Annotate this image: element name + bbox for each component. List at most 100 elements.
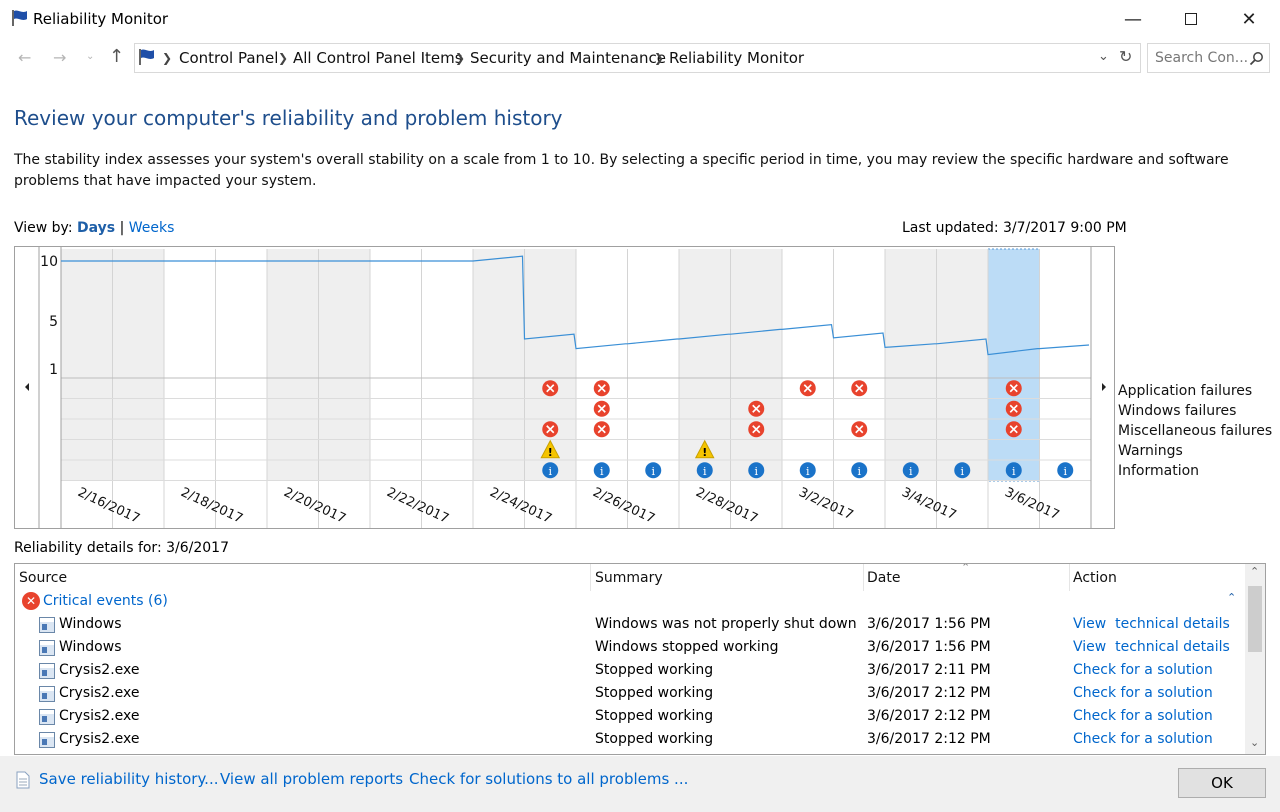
weekend-column <box>936 249 988 481</box>
details-label: Reliability details for: 3/6/2017 <box>14 540 229 556</box>
info-icon <box>542 462 559 479</box>
column-action[interactable]: Action <box>1073 570 1117 586</box>
view-by-bar: View by: Days | Weeks <box>14 220 174 236</box>
search-icon <box>1249 52 1263 66</box>
row-action-link[interactable]: Check for a solution <box>1073 662 1213 678</box>
footer-bar: Save reliability history... View all pro… <box>0 756 1280 812</box>
reliability-chart[interactable]: 10 5 1! i i i! i i i i i i i i 2/16/2017 2/18/2017 2/20/… <box>14 246 1115 529</box>
row-summary: Stopped working <box>595 685 714 701</box>
row-source: Crysis2.exe <box>59 662 140 678</box>
error-cross <box>597 425 606 434</box>
x-tick-label: 2/26/2017 <box>590 485 657 527</box>
table-row[interactable]: Crysis2.exe Stopped working 3/6/2017 2:1… <box>15 683 1245 706</box>
table-row[interactable]: Windows Windows stopped working 3/6/2017… <box>15 637 1245 660</box>
close-button[interactable]: ✕ <box>1220 0 1278 38</box>
scroll-down-icon[interactable]: ⌄ <box>1250 736 1260 749</box>
warning-mark: ! <box>702 446 707 459</box>
vertical-scrollbar[interactable]: ⌃ ⌄ <box>1245 564 1265 754</box>
view-problem-reports-link[interactable]: View all problem reports <box>220 770 404 788</box>
selected-day-column <box>987 248 1040 482</box>
maximize-button[interactable] <box>1162 0 1220 38</box>
search-input[interactable]: Search Con... <box>1155 50 1249 66</box>
legend-application-failures: Application failures <box>1118 383 1253 399</box>
reliability-chart-svg[interactable]: 10 5 1! i i i! i i i i i i i i 2/16/2017 2/18/2017 2/20/… <box>15 247 1116 530</box>
table-row[interactable]: Crysis2.exe Stopped working 3/6/2017 2:1… <box>15 660 1245 683</box>
check-solutions-link[interactable]: Check for solutions to all problems ... <box>409 770 689 788</box>
row-summary: Stopped working <box>595 708 714 724</box>
minimize-button[interactable]: — <box>1104 0 1162 38</box>
flag-icon <box>139 49 154 65</box>
breadcrumb-separator-icon: ❯ <box>654 51 665 65</box>
column-summary[interactable]: Summary <box>595 570 663 586</box>
forward-button[interactable]: → <box>53 48 66 67</box>
last-updated: Last updated: 3/7/2017 9:00 PM <box>902 220 1127 236</box>
view-separator: | <box>119 220 125 236</box>
save-history-link[interactable]: Save reliability history... <box>39 770 219 788</box>
error-cross <box>597 384 606 393</box>
row-source: Crysis2.exe <box>59 685 140 701</box>
info-mark: i <box>909 465 913 478</box>
row-source: Crysis2.exe <box>59 731 140 747</box>
table-row[interactable]: Crysis2.exe Stopped working 3/6/2017 2:1… <box>15 706 1245 729</box>
weekend-column <box>885 249 937 481</box>
address-dropdown-icon[interactable]: ⌄ <box>1098 49 1109 64</box>
row-action-link[interactable]: Check for a solution <box>1073 708 1213 724</box>
column-date[interactable]: Date <box>867 570 901 586</box>
group-critical-events[interactable]: ✕ Critical events (6) ⌃ <box>15 591 1245 614</box>
info-mark: i <box>703 465 707 478</box>
view-weeks-link[interactable]: Weeks <box>128 220 175 236</box>
x-tick-label: 3/2/2017 <box>796 485 855 523</box>
weekend-column <box>61 249 113 481</box>
row-action-link[interactable]: View technical details <box>1073 616 1230 632</box>
group-title[interactable]: Critical events (6) <box>43 593 168 609</box>
recent-locations-button[interactable]: ⌄ <box>86 51 94 62</box>
info-icon <box>1057 462 1074 479</box>
breadcrumb-security-maintenance[interactable]: Security and Maintenance <box>470 49 666 67</box>
report-icon <box>39 640 55 656</box>
breadcrumb-control-panel[interactable]: Control Panel <box>179 49 279 67</box>
search-box[interactable]: Search Con... <box>1147 43 1270 73</box>
chevron-down-icon: ⌄ <box>86 51 95 62</box>
ok-button[interactable]: OK <box>1178 768 1266 798</box>
y-tick-label: 10 <box>40 254 58 270</box>
row-source: Windows <box>59 639 122 655</box>
error-cross <box>546 425 555 434</box>
legend-information: Information <box>1118 463 1200 479</box>
info-icon <box>902 462 919 479</box>
scrollbar-thumb[interactable] <box>1248 586 1262 652</box>
y-tick-label: 1 <box>49 362 58 378</box>
collapse-group-icon[interactable]: ⌃ <box>1227 591 1237 604</box>
y-tick-label: 5 <box>49 314 58 330</box>
view-days-link[interactable]: Days <box>77 220 116 236</box>
row-date: 3/6/2017 1:56 PM <box>867 616 991 632</box>
refresh-icon[interactable]: ↻ <box>1119 47 1133 66</box>
row-action-link[interactable]: View technical details <box>1073 639 1230 655</box>
info-icon <box>645 462 662 479</box>
up-button[interactable]: ↑ <box>109 46 124 67</box>
page-heading: Review your computer's reliability and p… <box>14 106 563 130</box>
table-row[interactable]: Windows Windows was not properly shut do… <box>15 614 1245 637</box>
row-action-link[interactable]: Check for a solution <box>1073 731 1213 747</box>
info-mark: i <box>857 465 861 478</box>
forward-arrow-icon: → <box>53 48 67 67</box>
critical-error-icon: ✕ <box>22 592 40 610</box>
save-document-icon <box>16 771 30 789</box>
column-source[interactable]: Source <box>19 570 68 586</box>
info-mark: i <box>960 465 964 478</box>
scroll-left-icon[interactable] <box>25 383 29 391</box>
error-cross <box>855 384 864 393</box>
row-source: Crysis2.exe <box>59 708 140 724</box>
page-description: The stability index assesses your system… <box>14 152 1229 189</box>
scroll-up-icon[interactable]: ⌃ <box>1250 565 1260 578</box>
weekend-column <box>267 249 319 481</box>
x-tick-label: 2/18/2017 <box>178 485 245 527</box>
scroll-right-icon[interactable] <box>1102 383 1106 391</box>
weekend-column <box>730 249 782 481</box>
breadcrumb-all-items[interactable]: All Control Panel Items <box>293 49 463 67</box>
breadcrumb-reliability-monitor[interactable]: Reliability Monitor <box>669 49 805 67</box>
row-action-link[interactable]: Check for a solution <box>1073 685 1213 701</box>
up-arrow-icon: ↑ <box>109 46 125 67</box>
address-bar[interactable]: ❯ Control Panel ❯ All Control Panel Item… <box>134 43 1141 73</box>
back-button[interactable]: ← <box>18 48 31 67</box>
table-row[interactable]: Crysis2.exe Stopped working 3/6/2017 2:1… <box>15 729 1245 752</box>
